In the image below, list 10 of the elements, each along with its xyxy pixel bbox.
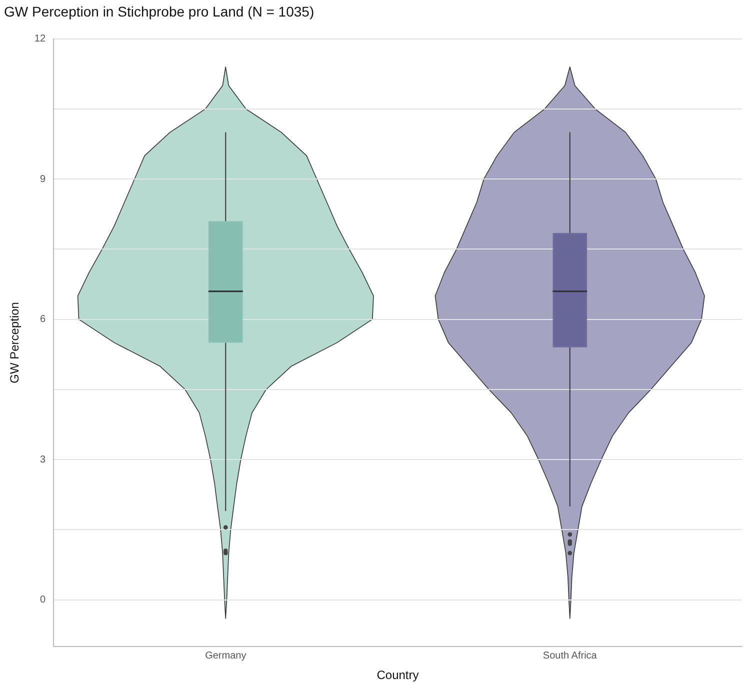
x-tick-label: South Africa: [542, 650, 598, 662]
y-tick-label: 3: [40, 454, 46, 466]
y-tick-label: 6: [40, 314, 46, 326]
y-tick-label: 12: [34, 34, 46, 45]
y-tick-label: 9: [40, 174, 46, 185]
y-axis-title: GW Perception: [8, 302, 22, 384]
y-tick-label: 0: [40, 594, 46, 606]
x-tick-label: Germany: [205, 650, 246, 662]
x-axis-title: Country: [376, 668, 419, 682]
chart-title: GW Perception in Stichprobe pro Land (N = 1035): [4, 3, 314, 20]
